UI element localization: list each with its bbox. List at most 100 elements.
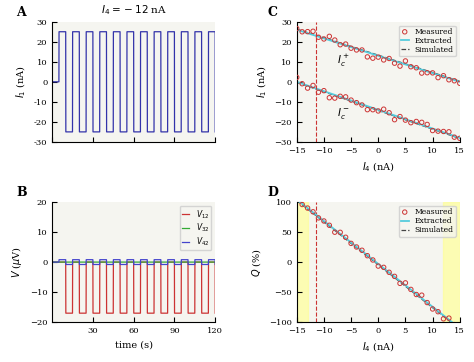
$V_{42}$	[212, 262, 218, 267]
Line: Simulated: Simulated	[297, 201, 460, 329]
$V_{32}$	[193, 260, 199, 264]
Text: C: C	[267, 6, 277, 19]
Y-axis label: $V$ ($\mu$V): $V$ ($\mu$V)	[10, 246, 24, 278]
Point	[391, 117, 398, 123]
Measured	[445, 315, 453, 321]
Text: D: D	[267, 186, 278, 199]
Point	[451, 134, 458, 140]
Extracted	[394, 59, 400, 64]
Measured	[304, 29, 311, 34]
$V_{32}$	[210, 260, 216, 264]
Measured	[423, 70, 431, 76]
Measured	[451, 78, 458, 84]
Point	[358, 102, 366, 108]
Simulated	[294, 27, 300, 31]
$V_{12}$	[212, 311, 218, 315]
Measured	[331, 229, 338, 235]
Simulated	[442, 74, 447, 79]
$V_{42}$	[123, 262, 129, 267]
Point	[385, 110, 393, 116]
Point	[429, 128, 437, 134]
Measured	[423, 300, 431, 306]
Simulated	[391, 275, 397, 279]
$V_{32}$	[212, 260, 218, 264]
Point	[401, 117, 409, 123]
Measured	[353, 47, 360, 53]
Simulated	[394, 277, 400, 281]
Measured	[364, 253, 371, 258]
Measured	[304, 205, 311, 211]
$V_{32}$	[88, 260, 93, 264]
Point	[304, 85, 311, 91]
Measured	[445, 77, 453, 83]
X-axis label: $I_4$ (nA): $I_4$ (nA)	[362, 160, 395, 174]
Point	[374, 108, 382, 114]
Extracted	[394, 276, 400, 281]
Measured	[320, 36, 328, 42]
Simulated	[431, 71, 437, 75]
$V_{12}$	[193, 260, 199, 264]
Measured	[369, 257, 377, 263]
Point	[337, 93, 344, 99]
Measured	[347, 240, 355, 246]
Measured	[429, 306, 437, 312]
Measured	[315, 34, 322, 40]
Simulated	[394, 59, 400, 63]
Measured	[298, 202, 306, 207]
Extracted	[294, 198, 300, 202]
Measured	[358, 47, 366, 53]
Extracted	[391, 274, 396, 278]
Extracted	[442, 314, 447, 318]
Extracted	[442, 75, 447, 79]
$V_{32}$	[172, 260, 177, 264]
Simulated	[457, 79, 463, 83]
Simulated	[442, 315, 447, 319]
Legend: Measured, Extracted, Simulated: Measured, Extracted, Simulated	[399, 26, 456, 56]
Extracted	[294, 197, 300, 202]
Measured	[440, 316, 447, 322]
Measured	[315, 215, 322, 221]
Measured	[451, 322, 458, 328]
Point	[315, 89, 322, 95]
Point	[412, 119, 420, 125]
Point	[369, 107, 377, 113]
Measured	[326, 222, 333, 228]
$V_{12}$	[63, 311, 69, 315]
Extracted	[431, 306, 437, 310]
Simulated	[294, 199, 300, 203]
Simulated	[457, 327, 463, 331]
Measured	[309, 28, 317, 34]
Measured	[374, 54, 382, 60]
Point	[320, 88, 328, 93]
$V_{12}$	[172, 311, 178, 315]
Measured	[412, 65, 420, 71]
$V_{42}$	[88, 257, 94, 262]
Measured	[309, 209, 317, 215]
Point	[364, 107, 371, 113]
Measured	[401, 58, 409, 64]
Simulated	[431, 307, 437, 311]
Extracted	[294, 28, 300, 32]
Extracted	[391, 59, 397, 63]
Point	[347, 97, 355, 103]
Measured	[326, 33, 333, 39]
Y-axis label: $I_1$ (nA): $I_1$ (nA)	[15, 66, 28, 98]
Measured	[429, 70, 437, 76]
Measured	[418, 292, 426, 298]
Measured	[407, 64, 415, 70]
Extracted	[294, 28, 300, 32]
Measured	[391, 273, 398, 279]
Legend: $V_{12}$, $V_{32}$, $V_{42}$: $V_{12}$, $V_{32}$, $V_{42}$	[180, 206, 211, 250]
Point	[456, 135, 464, 141]
$V_{42}$	[172, 262, 178, 267]
Measured	[320, 218, 328, 224]
Simulated	[391, 58, 396, 62]
Point	[331, 95, 338, 101]
Extracted	[457, 326, 463, 331]
$V_{12}$	[123, 311, 129, 315]
Measured	[364, 54, 371, 60]
Point	[309, 83, 317, 88]
Point	[380, 106, 387, 112]
Measured	[369, 55, 377, 61]
Measured	[353, 244, 360, 250]
